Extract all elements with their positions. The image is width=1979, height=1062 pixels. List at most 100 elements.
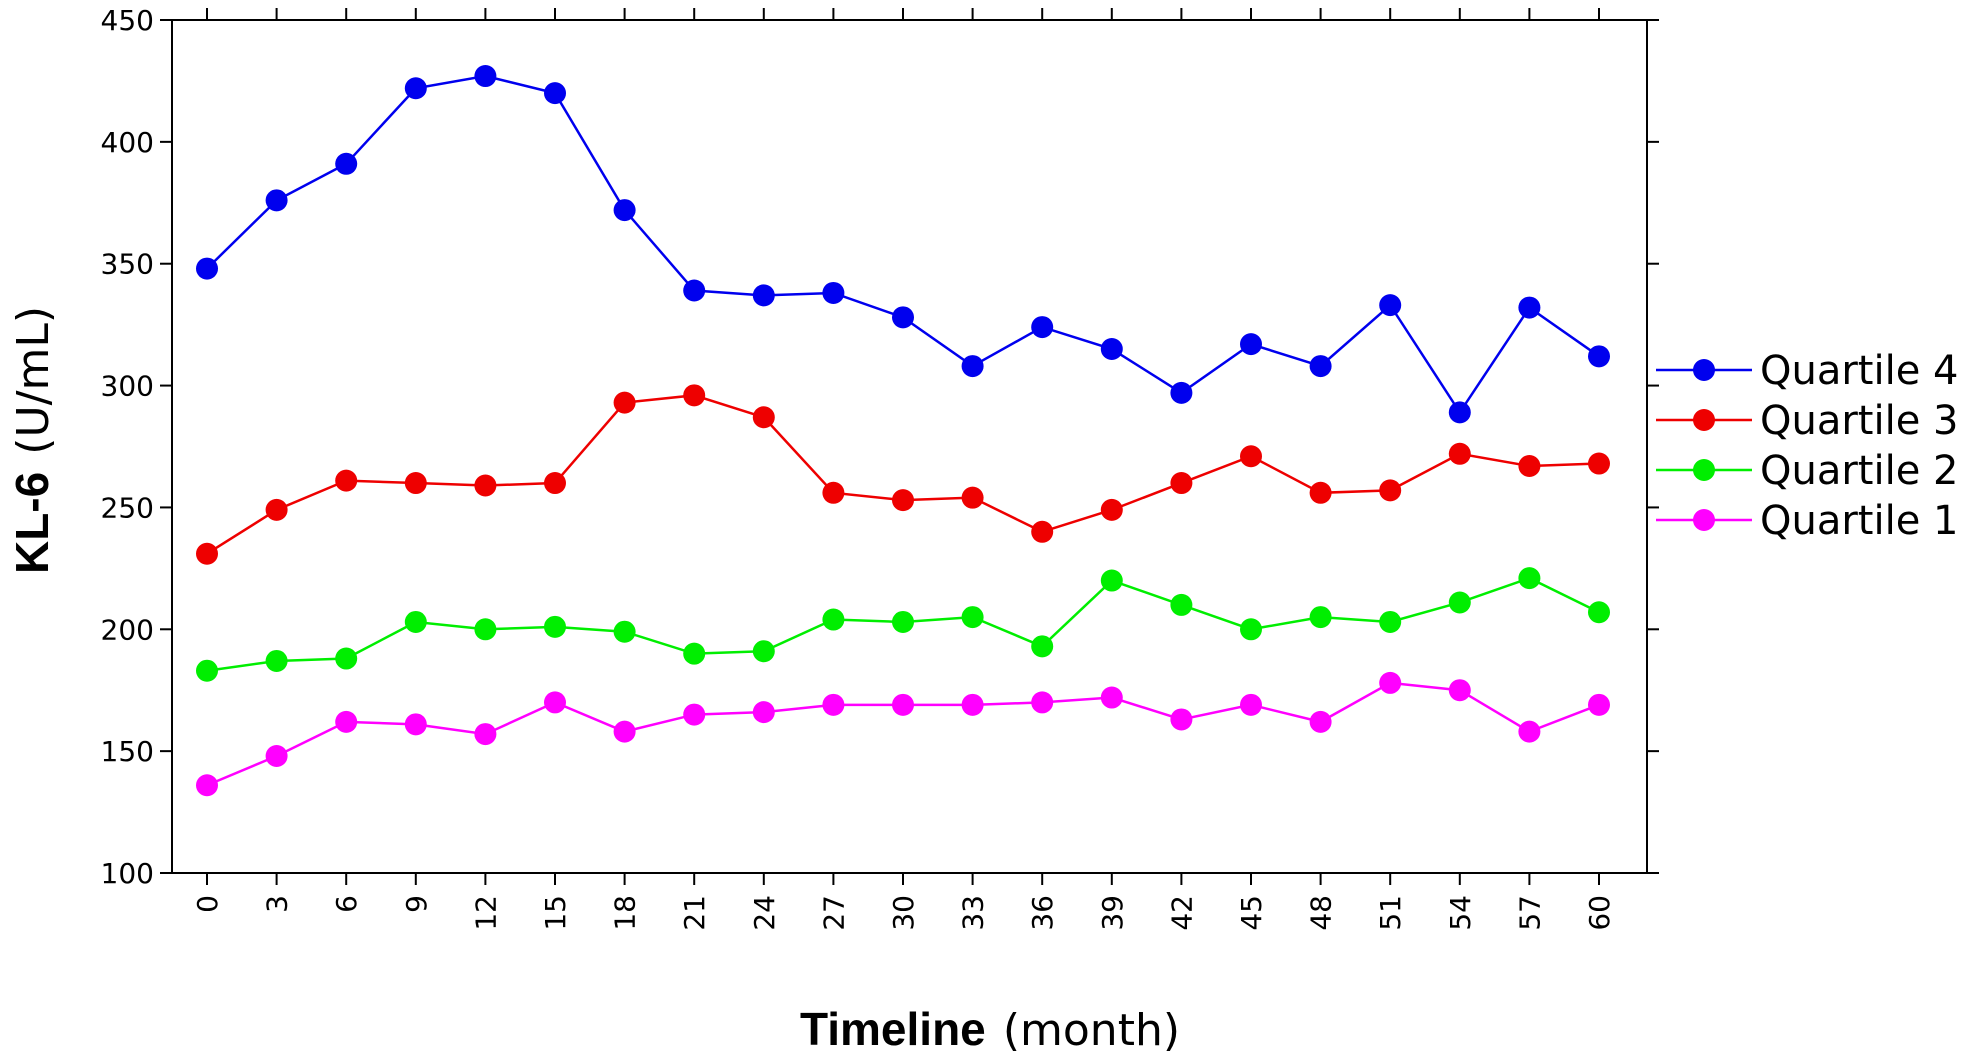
legend-item: Quartile 2 [1656, 448, 1958, 494]
x-tick-label: 3 [261, 895, 294, 913]
data-point [474, 723, 497, 746]
data-point [1588, 601, 1610, 624]
x-tick-label: 15 [539, 895, 572, 931]
data-point [196, 659, 218, 682]
data-point [683, 703, 706, 726]
data-point [196, 542, 218, 565]
data-point [1170, 381, 1193, 404]
legend-marker [1693, 509, 1715, 531]
data-point [1448, 591, 1471, 614]
data-point [613, 199, 636, 222]
data-point [1379, 294, 1402, 317]
data-point [892, 306, 914, 329]
data-point [335, 647, 358, 670]
x-tick-label: 0 [191, 895, 224, 913]
legend-item: Quartile 1 [1656, 498, 1958, 544]
series-quartile-3 [196, 384, 1610, 565]
data-point [544, 615, 566, 638]
data-point [474, 474, 497, 497]
data-point [613, 620, 636, 643]
x-axis-title: Timeline (month) [800, 1003, 1180, 1056]
legend-marker [1693, 359, 1715, 381]
data-point [1170, 593, 1193, 616]
data-point [1518, 567, 1541, 590]
x-tick-label: 18 [609, 895, 642, 931]
data-point [1240, 618, 1262, 641]
data-point [1031, 691, 1054, 714]
y-axis-title-unit: (U/mL) [8, 306, 59, 455]
data-point [822, 693, 845, 716]
data-point [683, 279, 706, 302]
data-point [1240, 333, 1262, 356]
x-tick-label: 33 [957, 895, 990, 931]
data-point [1588, 452, 1610, 475]
data-point [1240, 445, 1262, 468]
data-point [1170, 472, 1193, 495]
data-point [265, 498, 288, 521]
data-point [544, 691, 566, 714]
legend-item: Quartile 4 [1656, 348, 1958, 394]
data-point [1309, 481, 1332, 504]
data-point [1309, 355, 1332, 378]
y-axis-title-bold: KL-6 [6, 472, 58, 574]
data-point [752, 284, 775, 307]
data-point [1100, 338, 1123, 361]
x-tick-label: 60 [1583, 895, 1616, 931]
data-point [404, 472, 427, 495]
data-point [1518, 720, 1541, 743]
data-point [335, 469, 358, 492]
legend-marker [1693, 409, 1715, 431]
data-point [1588, 693, 1610, 716]
data-point [1448, 442, 1471, 465]
data-point [1448, 401, 1471, 424]
data-point [752, 701, 775, 724]
data-point [1100, 686, 1123, 709]
y-tick-label: 350 [101, 248, 154, 281]
x-axis-title-unit: (month) [1003, 1005, 1180, 1056]
series-quartile-2 [196, 567, 1610, 682]
legend-label: Quartile 1 [1760, 498, 1958, 544]
series-quartile-1 [196, 671, 1610, 797]
data-point [265, 189, 288, 212]
x-tick-label: 54 [1444, 895, 1477, 931]
data-point [335, 710, 358, 733]
series-quartile-4 [196, 65, 1610, 424]
data-point [1031, 635, 1054, 658]
y-tick-label: 300 [101, 370, 154, 403]
series-layer [196, 65, 1610, 797]
data-point [892, 693, 914, 716]
data-point [683, 642, 706, 665]
data-point [404, 713, 427, 736]
data-point [404, 77, 427, 100]
data-point [961, 606, 984, 629]
data-point [196, 257, 218, 280]
data-point [822, 281, 845, 304]
y-tick-label: 150 [101, 735, 154, 768]
data-point [961, 355, 984, 378]
data-point [752, 406, 775, 429]
plot-frame [171, 19, 1648, 874]
data-point [1309, 710, 1332, 733]
data-point [265, 745, 288, 768]
data-point [1379, 671, 1402, 694]
data-point [1100, 498, 1123, 521]
data-point [404, 610, 427, 633]
data-point [683, 384, 706, 407]
data-point [892, 610, 914, 633]
x-tick-label: 27 [817, 895, 850, 931]
data-point [752, 640, 775, 663]
x-tick-label: 39 [1096, 895, 1129, 931]
y-tick-label: 250 [101, 491, 154, 524]
data-point [265, 649, 288, 672]
data-point [1518, 454, 1541, 477]
data-point [1240, 693, 1262, 716]
data-point [1518, 296, 1541, 319]
x-tick-label: 48 [1305, 895, 1338, 931]
x-tick-label: 6 [330, 895, 363, 913]
legend-label: Quartile 4 [1760, 348, 1958, 394]
y-tick-label: 100 [101, 857, 154, 890]
y-tick-label: 450 [101, 4, 154, 37]
data-point [1379, 479, 1402, 502]
data-point [961, 486, 984, 509]
